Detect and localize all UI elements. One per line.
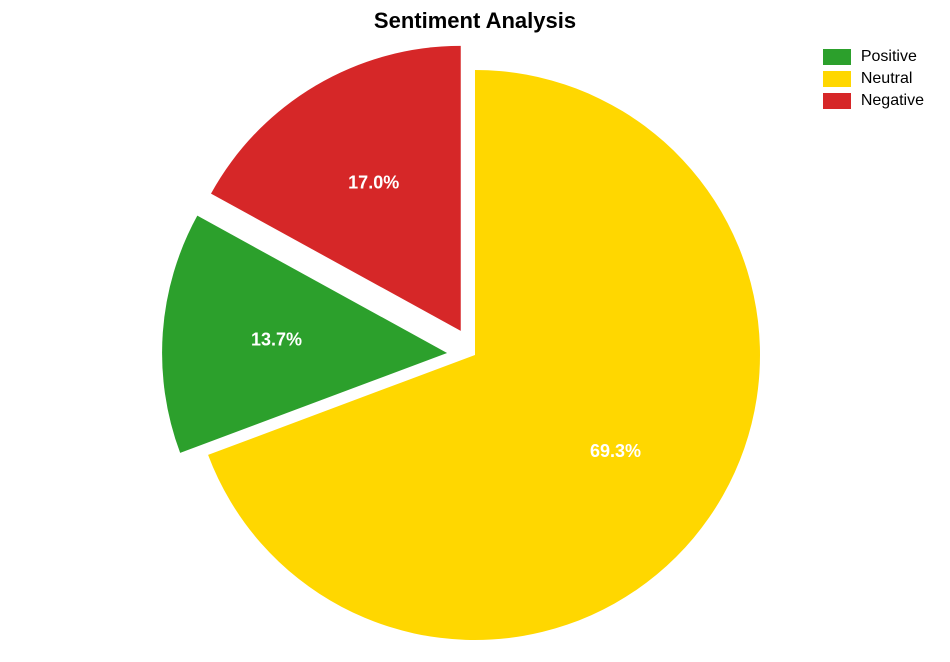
- legend-swatch: [823, 93, 851, 109]
- legend: Positive Neutral Negative: [823, 48, 924, 114]
- slice-label: 69.3%: [590, 441, 641, 461]
- legend-label: Positive: [861, 48, 917, 66]
- legend-item: Positive: [823, 48, 924, 66]
- legend-label: Negative: [861, 92, 924, 110]
- legend-item: Negative: [823, 92, 924, 110]
- pie-chart: 17.0% 13.7% 69.3%: [0, 0, 950, 662]
- legend-label: Neutral: [861, 70, 913, 88]
- slice-label: 13.7%: [251, 329, 302, 349]
- slice-label: 17.0%: [348, 172, 399, 192]
- legend-swatch: [823, 49, 851, 65]
- legend-swatch: [823, 71, 851, 87]
- legend-item: Neutral: [823, 70, 924, 88]
